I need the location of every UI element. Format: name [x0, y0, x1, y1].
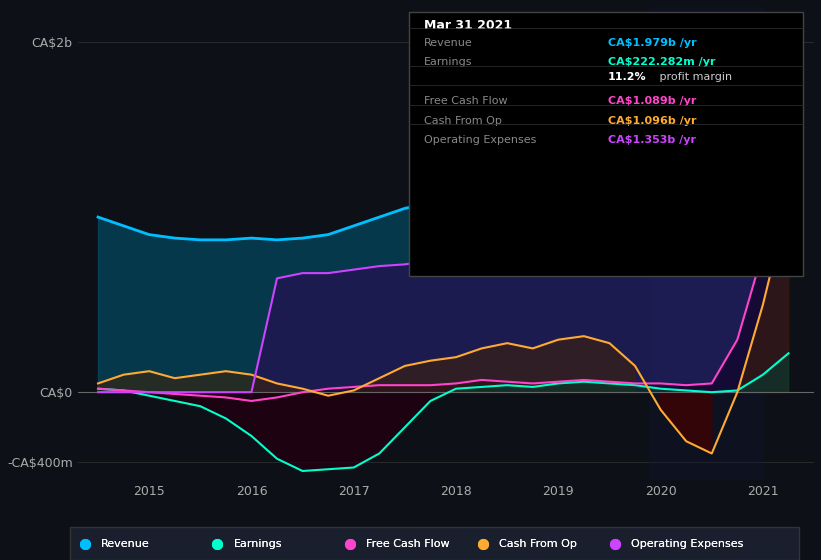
Text: Earnings: Earnings: [424, 57, 472, 67]
Text: Cash From Op: Cash From Op: [424, 116, 502, 125]
Text: profit margin: profit margin: [656, 72, 732, 82]
Text: Free Cash Flow: Free Cash Flow: [424, 96, 507, 106]
Text: CA$1.096b /yr: CA$1.096b /yr: [608, 116, 696, 125]
FancyBboxPatch shape: [70, 527, 800, 560]
Text: Mar 31 2021: Mar 31 2021: [424, 19, 511, 32]
Text: Earnings: Earnings: [234, 539, 282, 549]
Bar: [650, 7, 763, 480]
Text: Earnings: Earnings: [234, 539, 282, 549]
Text: Free Cash Flow: Free Cash Flow: [366, 539, 450, 549]
Text: Cash From Op: Cash From Op: [499, 539, 576, 549]
Text: Free Cash Flow: Free Cash Flow: [366, 539, 450, 549]
Text: Revenue: Revenue: [101, 539, 150, 549]
Text: CA$1.089b /yr: CA$1.089b /yr: [608, 96, 696, 106]
Text: Revenue: Revenue: [424, 38, 472, 48]
Text: CA$222.282m /yr: CA$222.282m /yr: [608, 57, 715, 67]
Text: CA$1.353b /yr: CA$1.353b /yr: [608, 134, 696, 144]
Text: Operating Expenses: Operating Expenses: [424, 134, 536, 144]
Text: CA$1.979b /yr: CA$1.979b /yr: [608, 38, 696, 48]
Text: Revenue: Revenue: [101, 539, 150, 549]
Text: Cash From Op: Cash From Op: [499, 539, 576, 549]
FancyBboxPatch shape: [409, 12, 803, 277]
Text: Operating Expenses: Operating Expenses: [631, 539, 744, 549]
Text: Mar 31 2021: Mar 31 2021: [416, 16, 504, 30]
Text: Operating Expenses: Operating Expenses: [631, 539, 744, 549]
Text: 11.2%: 11.2%: [608, 72, 646, 82]
